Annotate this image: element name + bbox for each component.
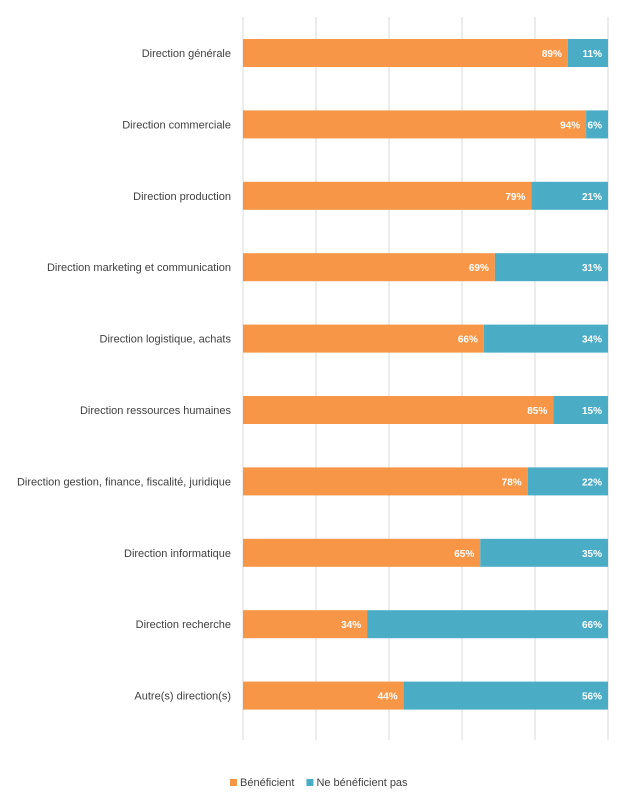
data-label: 34% (582, 335, 602, 346)
data-label: 78% (502, 477, 522, 488)
category-label: Direction recherche (136, 619, 231, 631)
legend: Bénéficient Ne bénéficient pas (230, 777, 408, 789)
data-label: 85% (527, 406, 547, 417)
bar-segment-beneficient (243, 467, 528, 496)
data-label: 35% (582, 549, 602, 560)
data-label: 21% (582, 192, 602, 203)
data-label: 44% (378, 692, 398, 703)
bar-segment-ne-beneficient-pas (531, 181, 608, 210)
category-label: Direction ressources humaines (80, 405, 232, 417)
bar-segment-beneficient (243, 681, 404, 710)
data-label: 66% (582, 620, 602, 631)
data-label: 11% (583, 49, 603, 60)
bar-segment-ne-beneficient-pas (367, 610, 608, 639)
bar-segment-beneficient (243, 110, 587, 139)
data-label: 34% (341, 620, 361, 631)
bar-segment-beneficient (243, 396, 554, 424)
data-label: 6% (588, 120, 603, 131)
category-label: Direction générale (142, 48, 231, 60)
data-label: 69% (469, 263, 489, 274)
bar-segment-ne-beneficient-pas (553, 396, 608, 424)
category-label: Direction production (133, 191, 231, 203)
bar-segment-beneficient (243, 39, 568, 67)
legend-entry: Ne bénéficient pas (316, 777, 408, 789)
category-label: Direction informatique (124, 548, 231, 560)
bar-segment-ne-beneficient-pas (480, 538, 608, 567)
legend-swatch (230, 779, 237, 786)
bar-segment-beneficient (243, 324, 484, 353)
data-label: 65% (454, 549, 474, 560)
bar-segment-beneficient (243, 538, 481, 567)
category-label: Direction logistique, achats (100, 334, 232, 346)
bar-segment-ne-beneficient-pas (527, 467, 608, 496)
data-label: 89% (542, 49, 562, 60)
bars: 89% 11% 94% 6% 79% 21% 69% 31% 66% 34% 85% 15% 78% 22… (243, 39, 608, 710)
data-label: 15% (582, 406, 602, 417)
bar-segment-ne-beneficient-pas (403, 681, 608, 710)
legend-entry: Bénéficient (240, 777, 294, 789)
data-label: 79% (505, 192, 525, 203)
category-label: Direction marketing et communication (47, 262, 231, 274)
data-label: 31% (582, 263, 602, 274)
category-label: Autre(s) direction(s) (134, 691, 231, 703)
category-labels: Direction générale Direction commerciale D… (17, 48, 232, 703)
data-label: 56% (582, 692, 602, 703)
bar-segment-ne-beneficient-pas (483, 324, 608, 353)
bar-segment-beneficient (243, 610, 368, 639)
category-label: Direction gestion, finance, fiscalité, j… (17, 476, 231, 488)
bar-segment-ne-beneficient-pas (494, 253, 608, 282)
data-label: 22% (582, 477, 602, 488)
bar-segment-beneficient (243, 181, 532, 210)
category-label: Direction commerciale (122, 119, 231, 131)
data-label: 66% (458, 335, 478, 346)
legend-swatch (306, 779, 314, 786)
bar-segment-ne-beneficient-pas (567, 39, 608, 67)
bar-segment-ne-beneficient-pas (586, 110, 608, 139)
bar-segment-beneficient (243, 253, 495, 282)
data-label: 94% (560, 120, 580, 131)
